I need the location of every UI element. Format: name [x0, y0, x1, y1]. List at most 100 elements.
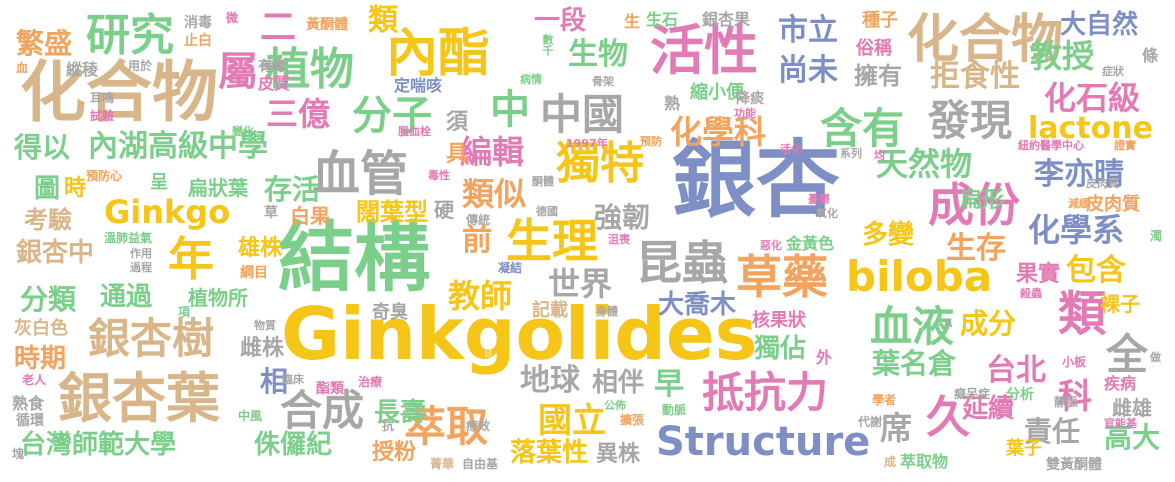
word-wuzhi: 物質	[254, 319, 276, 332]
word-chengfen: 成份	[928, 178, 1020, 232]
word-yizhu: 異株	[596, 442, 641, 467]
word-yongyu: 用於	[128, 59, 153, 73]
word-jusang: 沮喪	[608, 233, 630, 246]
word-zhiliao: 治療	[358, 375, 383, 389]
word-xilie: 系列	[840, 147, 862, 160]
word-luozi: 裸子	[1100, 292, 1140, 316]
word-jushixing: 拒食性	[930, 59, 1020, 94]
word-zhiwu: 植物	[266, 44, 354, 95]
word-shengli: 生理	[506, 214, 598, 268]
word-bianzhuangye: 扁狀葉	[188, 176, 248, 200]
word-huahewu-left: 化合物	[20, 54, 218, 131]
word-ningjie: 凝結	[498, 261, 523, 275]
word-zhongzi: 種子	[862, 10, 898, 31]
word-shi: 時	[64, 176, 87, 201]
word-shenti: 身體	[596, 305, 618, 318]
word-bianxing: 扁形	[960, 188, 1005, 213]
word-xuezhe: 學者	[872, 393, 897, 407]
word-huaxuexi: 化學系	[1028, 211, 1125, 249]
word-yanjiu: 研究	[86, 10, 174, 61]
word-leisi: 類似	[462, 175, 527, 213]
word-hanyou: 含有	[820, 104, 905, 153]
word-cixiong: 雌雄	[1112, 396, 1152, 420]
word-deyi: 得以	[14, 131, 71, 164]
word-bingqing: 病情	[520, 73, 542, 86]
word-luoyexing: 落葉性	[510, 438, 589, 468]
word-sheng: 生	[624, 12, 641, 31]
word-shu: 屬	[218, 49, 258, 95]
word-zao: 早	[654, 367, 684, 402]
word-yinxingguo: 銀杏果	[702, 10, 751, 29]
word-cheng-small: 成	[884, 455, 897, 469]
word-jibing: 疾病	[1104, 374, 1137, 393]
word-wei: 微	[226, 11, 239, 25]
word-fenzi: 分子	[352, 93, 432, 139]
word-tiao: 條	[1142, 46, 1159, 65]
word-pirouzhi: 皮肉質	[1086, 194, 1140, 215]
word-xueye: 血液	[870, 302, 955, 351]
word-jiaoshou: 教授	[1030, 37, 1095, 75]
word-pizhi: 皮質	[258, 74, 291, 93]
word-guoshi: 果實	[1016, 262, 1061, 287]
word-xiaoban: 小板	[1062, 355, 1087, 369]
word-huibaise: 灰白色	[14, 318, 68, 339]
word-ke: 科	[1058, 377, 1092, 417]
word-sanyi: 三億	[266, 95, 331, 133]
word-xu: 須	[446, 110, 469, 135]
word-kuoyexing: 闊葉型	[356, 198, 428, 226]
word-yezi: 葉子	[1006, 438, 1042, 459]
word-chidaizheng: 癡呆症	[954, 387, 991, 401]
word-zhilei: 酯類	[316, 381, 344, 397]
word-ginkgo: Ginkgo	[104, 193, 231, 231]
word-baohan: 包含	[1066, 253, 1126, 288]
word-kuai: 塊	[12, 447, 25, 461]
word-neizhi: 內酯	[386, 24, 491, 84]
word-duxing: 毒性	[428, 169, 450, 182]
word-gongbu: 公佈	[604, 399, 626, 412]
word-pirouzhi-gray: 皮肉質	[1086, 177, 1119, 190]
word-tongti: 酮體	[532, 175, 554, 188]
word-duobian: 多變	[862, 220, 915, 250]
word-lactone: lactone	[1028, 111, 1153, 146]
word-shu-small: 熟	[664, 94, 681, 113]
word-liaoxiao: 療效	[466, 419, 491, 433]
word-er: 二	[260, 7, 297, 48]
word-faxian: 發現	[928, 96, 1013, 145]
word-ginkgolides: Ginkgolides	[281, 292, 758, 376]
word-cao: 草	[264, 205, 278, 221]
word-huashiji: 化石級	[1044, 79, 1141, 117]
word-xunhuan: 循環	[16, 413, 44, 429]
word-cunhuo: 存活	[264, 173, 321, 206]
word-jinhuangse: 金黃色	[786, 234, 835, 253]
word-fenxi: 分析	[1006, 387, 1034, 403]
word-niuyue: 紐約醫學中心	[1018, 139, 1084, 152]
word-shengshi: 生石	[646, 10, 679, 29]
word-zhibai: 止白	[184, 33, 212, 49]
word-tianranwu: 天然物	[876, 145, 973, 183]
word-shuqian: 數千	[541, 34, 554, 56]
word-nian: 年	[168, 232, 214, 286]
word-shiyan: 試驗	[90, 109, 115, 123]
word-zhengzhuang: 症狀	[1102, 65, 1124, 78]
word-dingchuanke: 定喘咳	[394, 76, 443, 95]
word-wenfeiyiqi: 溫肺益氣	[104, 231, 153, 245]
word-yiduan: 一段	[534, 6, 587, 36]
word-neihu: 內湖高級中學	[88, 129, 268, 164]
word-yinxing: 銀杏	[672, 131, 841, 229]
word-qian: 前	[462, 223, 492, 258]
word-shengwu: 生物	[568, 37, 628, 72]
word-qichou: 奇臭	[372, 302, 408, 323]
word-wai: 外	[816, 348, 833, 367]
word-lei-top: 類	[368, 3, 398, 38]
word-qiangren: 強韌	[594, 201, 651, 234]
word-jingmai: 靜脈	[1054, 395, 1079, 409]
word-fenlei: 分類	[20, 283, 77, 316]
word-huahewu-right: 化合物	[907, 10, 1064, 70]
word-heguozhuang: 核果狀	[752, 310, 806, 331]
word-daixie: 代謝	[858, 415, 883, 429]
word-zhuo: 濁	[1150, 229, 1163, 243]
word-suoxiaobian: 縮小便	[690, 82, 744, 103]
word-1997: 1997年	[566, 137, 608, 150]
word-taibei: 台北	[986, 353, 1046, 388]
